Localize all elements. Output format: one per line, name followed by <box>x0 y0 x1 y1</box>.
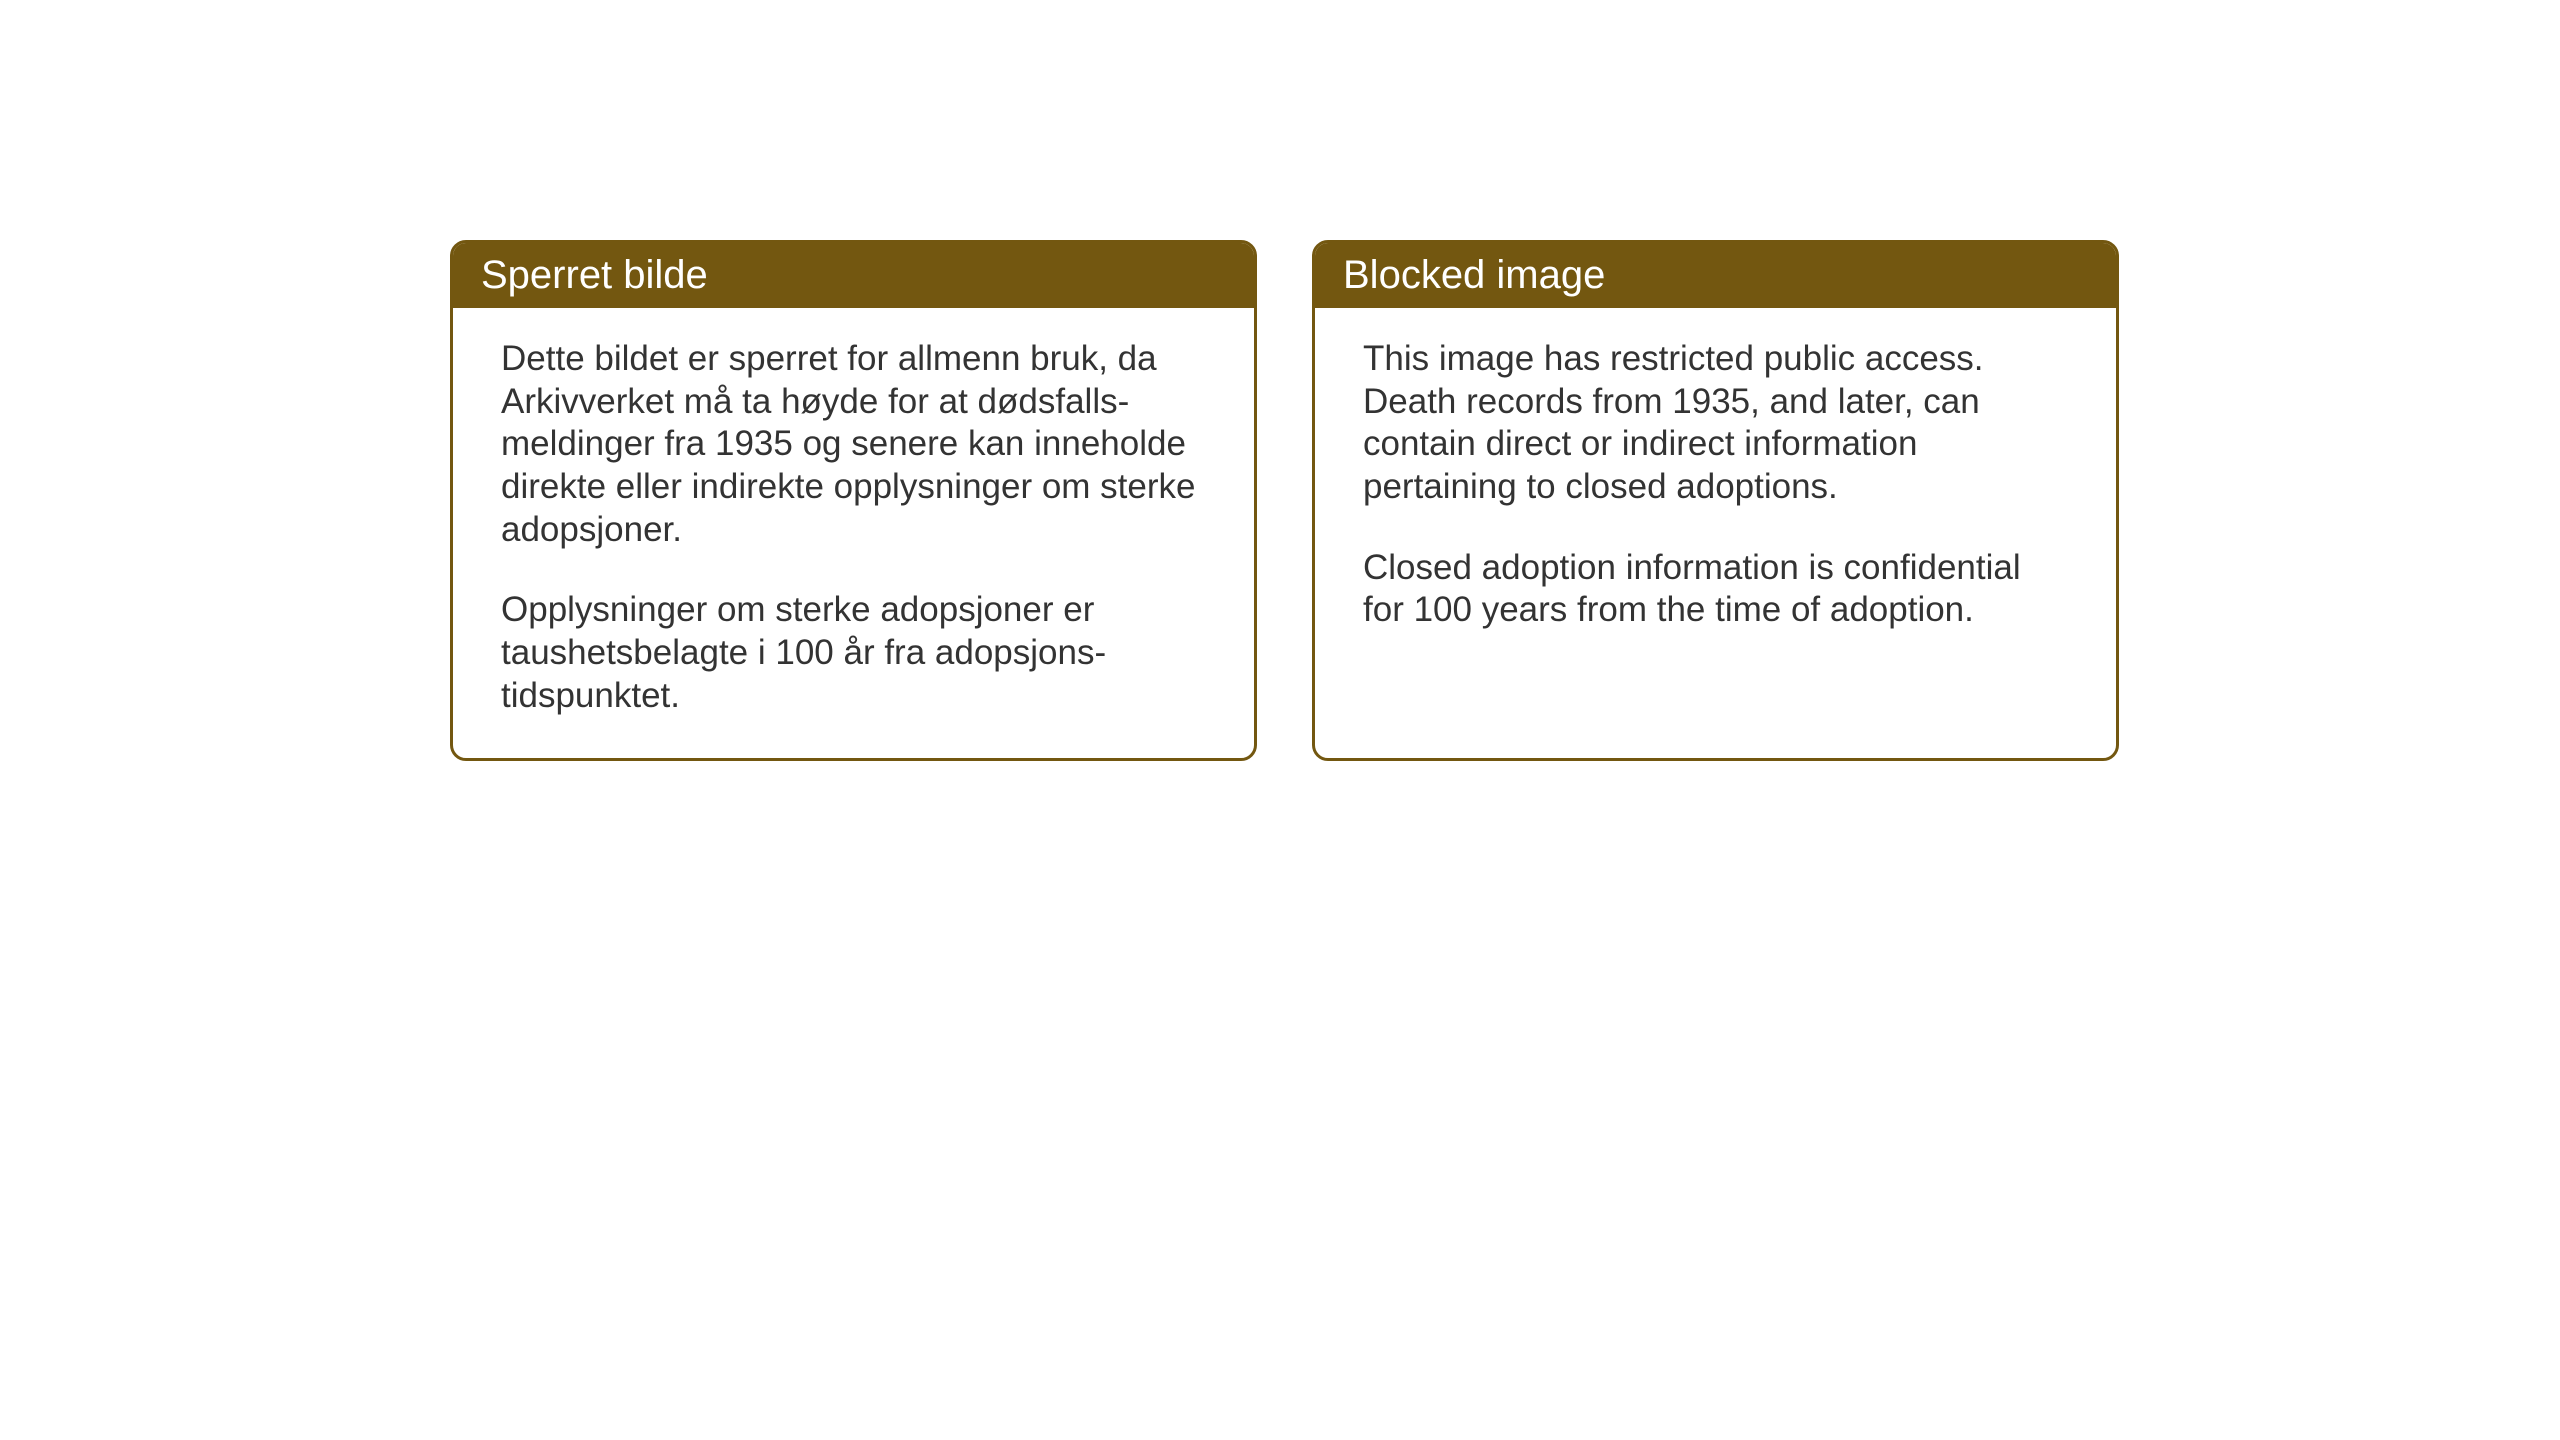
card-english-title: Blocked image <box>1343 253 1605 297</box>
cards-container: Sperret bilde Dette bildet er sperret fo… <box>450 240 2119 761</box>
card-norwegian: Sperret bilde Dette bildet er sperret fo… <box>450 240 1257 761</box>
card-english-header: Blocked image <box>1315 243 2116 308</box>
card-norwegian-header: Sperret bilde <box>453 243 1254 308</box>
card-norwegian-paragraph-1: Dette bildet er sperret for allmenn bruk… <box>501 338 1206 551</box>
card-english: Blocked image This image has restricted … <box>1312 240 2119 761</box>
card-norwegian-paragraph-2: Opplysninger om sterke adopsjoner er tau… <box>501 589 1206 717</box>
card-norwegian-body: Dette bildet er sperret for allmenn bruk… <box>453 308 1254 758</box>
card-english-paragraph-1: This image has restricted public access.… <box>1363 338 2068 509</box>
card-norwegian-title: Sperret bilde <box>481 253 708 297</box>
card-english-paragraph-2: Closed adoption information is confident… <box>1363 547 2068 632</box>
card-english-body: This image has restricted public access.… <box>1315 308 2116 672</box>
